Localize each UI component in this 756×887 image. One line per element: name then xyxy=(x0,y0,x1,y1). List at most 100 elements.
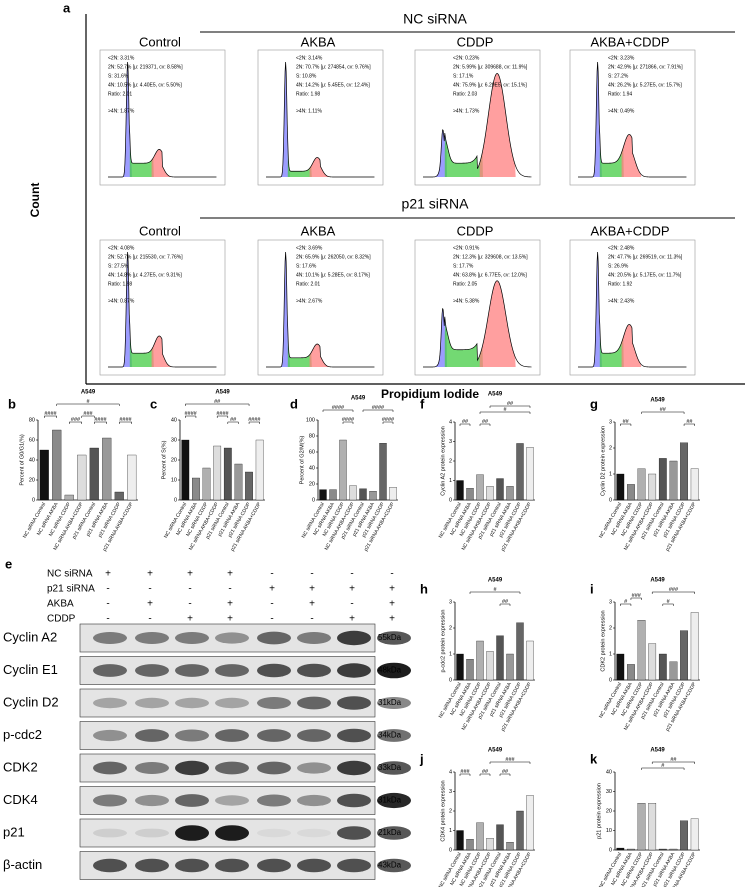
significance-label: ## xyxy=(623,419,630,425)
significance-label: ### xyxy=(632,593,642,599)
blot-band xyxy=(175,729,209,742)
significance-bracket xyxy=(216,415,229,418)
blot-band xyxy=(215,664,249,677)
panel-letter: k xyxy=(590,751,598,766)
protein-label: CDK4 xyxy=(3,792,38,807)
significance-label: ## xyxy=(502,769,509,775)
panel-letter: d xyxy=(290,396,298,411)
blot-band xyxy=(135,697,169,709)
bar xyxy=(680,630,688,681)
bar xyxy=(339,439,347,501)
significance-bracket xyxy=(227,421,239,424)
bar xyxy=(359,488,367,501)
blot-band xyxy=(175,664,209,677)
blot-band xyxy=(257,761,291,775)
y-tick-label: 0 xyxy=(174,497,177,503)
blot-band xyxy=(175,794,209,807)
treatment-sign: - xyxy=(148,614,151,625)
blot-band xyxy=(257,858,291,873)
significance-label: #### xyxy=(342,417,355,423)
protein-label: Cyclin D2 xyxy=(3,694,59,709)
bar xyxy=(690,468,699,501)
panel-letter: e xyxy=(5,556,12,571)
blot-band xyxy=(135,762,169,774)
treatment-sign: - xyxy=(188,599,191,610)
bar xyxy=(637,803,646,851)
panel-letter: b xyxy=(8,396,16,411)
histogram-stat: Ratio: 1.98 xyxy=(296,91,320,97)
protein-label: Cyclin A2 xyxy=(3,629,57,644)
y-tick-label: 1 xyxy=(449,478,452,484)
treatment-sign: + xyxy=(187,569,193,580)
bar xyxy=(89,447,99,501)
treatment-sign: + xyxy=(227,569,233,580)
histogram-stat: S: 27.5% xyxy=(108,263,129,269)
y-axis-label: p21 protein expression xyxy=(596,783,602,839)
significance-bracket xyxy=(185,403,250,406)
blot-band xyxy=(135,664,169,677)
protein-label: p21 xyxy=(3,824,25,839)
y-axis-label: CDK4 protein expression xyxy=(440,780,446,841)
bar xyxy=(379,443,387,501)
y-tick-label: 2 xyxy=(449,625,452,631)
histogram-stat: <2N: 0.91% xyxy=(453,245,480,251)
blot-band xyxy=(337,858,371,873)
significance-bracket xyxy=(651,591,695,594)
y-tick-label: 40 xyxy=(309,465,315,471)
chart-title: A549 xyxy=(650,748,665,754)
treatment-label: CDDP xyxy=(47,614,76,625)
blot-band xyxy=(257,729,291,742)
blot-band xyxy=(215,632,249,644)
panel-letter: a xyxy=(63,0,71,15)
significance-label: #### xyxy=(248,417,261,423)
significance-bracket xyxy=(651,761,695,764)
blot-band xyxy=(377,662,411,679)
bar xyxy=(486,651,494,681)
histogram-stat: >4N: 2.67% xyxy=(296,298,323,304)
histogram-fill xyxy=(444,322,483,367)
y-tick-label: 0 xyxy=(609,677,612,683)
significance-label: # xyxy=(503,407,507,413)
blot-band xyxy=(257,697,291,709)
treatment-sign: - xyxy=(310,569,313,580)
histogram-fill xyxy=(479,73,516,177)
y-tick-label: 0 xyxy=(449,677,452,683)
panel-letter: g xyxy=(590,396,598,411)
significance-bracket xyxy=(499,603,511,606)
significance-bracket xyxy=(44,415,57,418)
bar xyxy=(255,439,264,501)
histogram-stat: >4N: 0.49% xyxy=(608,108,635,114)
y-tick-label: 1 xyxy=(449,828,452,834)
histogram-stat: 4N: 14.2% [μ: 5.45E5, cv: 12.4%] xyxy=(296,82,370,88)
panel-letter: h xyxy=(420,581,428,596)
condition-label: Control xyxy=(139,34,181,49)
y-tick-label: 40 xyxy=(171,417,177,423)
significance-label: ## xyxy=(482,419,489,425)
histogram-stat: 2N: 42.9% [μ: 271866, cv: 7.91%] xyxy=(608,64,683,70)
kda-label: 21kDa xyxy=(378,828,402,837)
treatment-sign: - xyxy=(350,599,353,610)
significance-bracket xyxy=(683,423,695,426)
kda-label: 33kDa xyxy=(378,763,402,772)
significance-label: #### xyxy=(372,405,385,411)
histogram-outline xyxy=(423,73,532,178)
blot-band xyxy=(175,760,209,776)
blot-band xyxy=(337,728,371,743)
blot-band xyxy=(297,632,331,644)
treatment-sign: + xyxy=(389,599,395,610)
treatment-sign: + xyxy=(349,584,355,595)
y-tick-label: 3 xyxy=(609,599,612,605)
histogram-fill xyxy=(591,252,602,367)
significance-bracket xyxy=(382,421,394,424)
significance-label: #### xyxy=(94,417,107,423)
significance-bracket xyxy=(469,591,521,594)
blot-band xyxy=(297,858,331,873)
significance-label: # xyxy=(493,587,497,593)
significance-label: ## xyxy=(230,417,237,423)
bar xyxy=(616,653,625,681)
chart-title: A549 xyxy=(81,390,96,396)
bar xyxy=(52,429,62,501)
histogram-stat: Ratio: 2.03 xyxy=(453,91,477,97)
histogram-stat: 2N: 5.99% [μ: 309688, cv: 11.9%] xyxy=(453,64,528,70)
y-tick-label: 1 xyxy=(609,471,612,477)
